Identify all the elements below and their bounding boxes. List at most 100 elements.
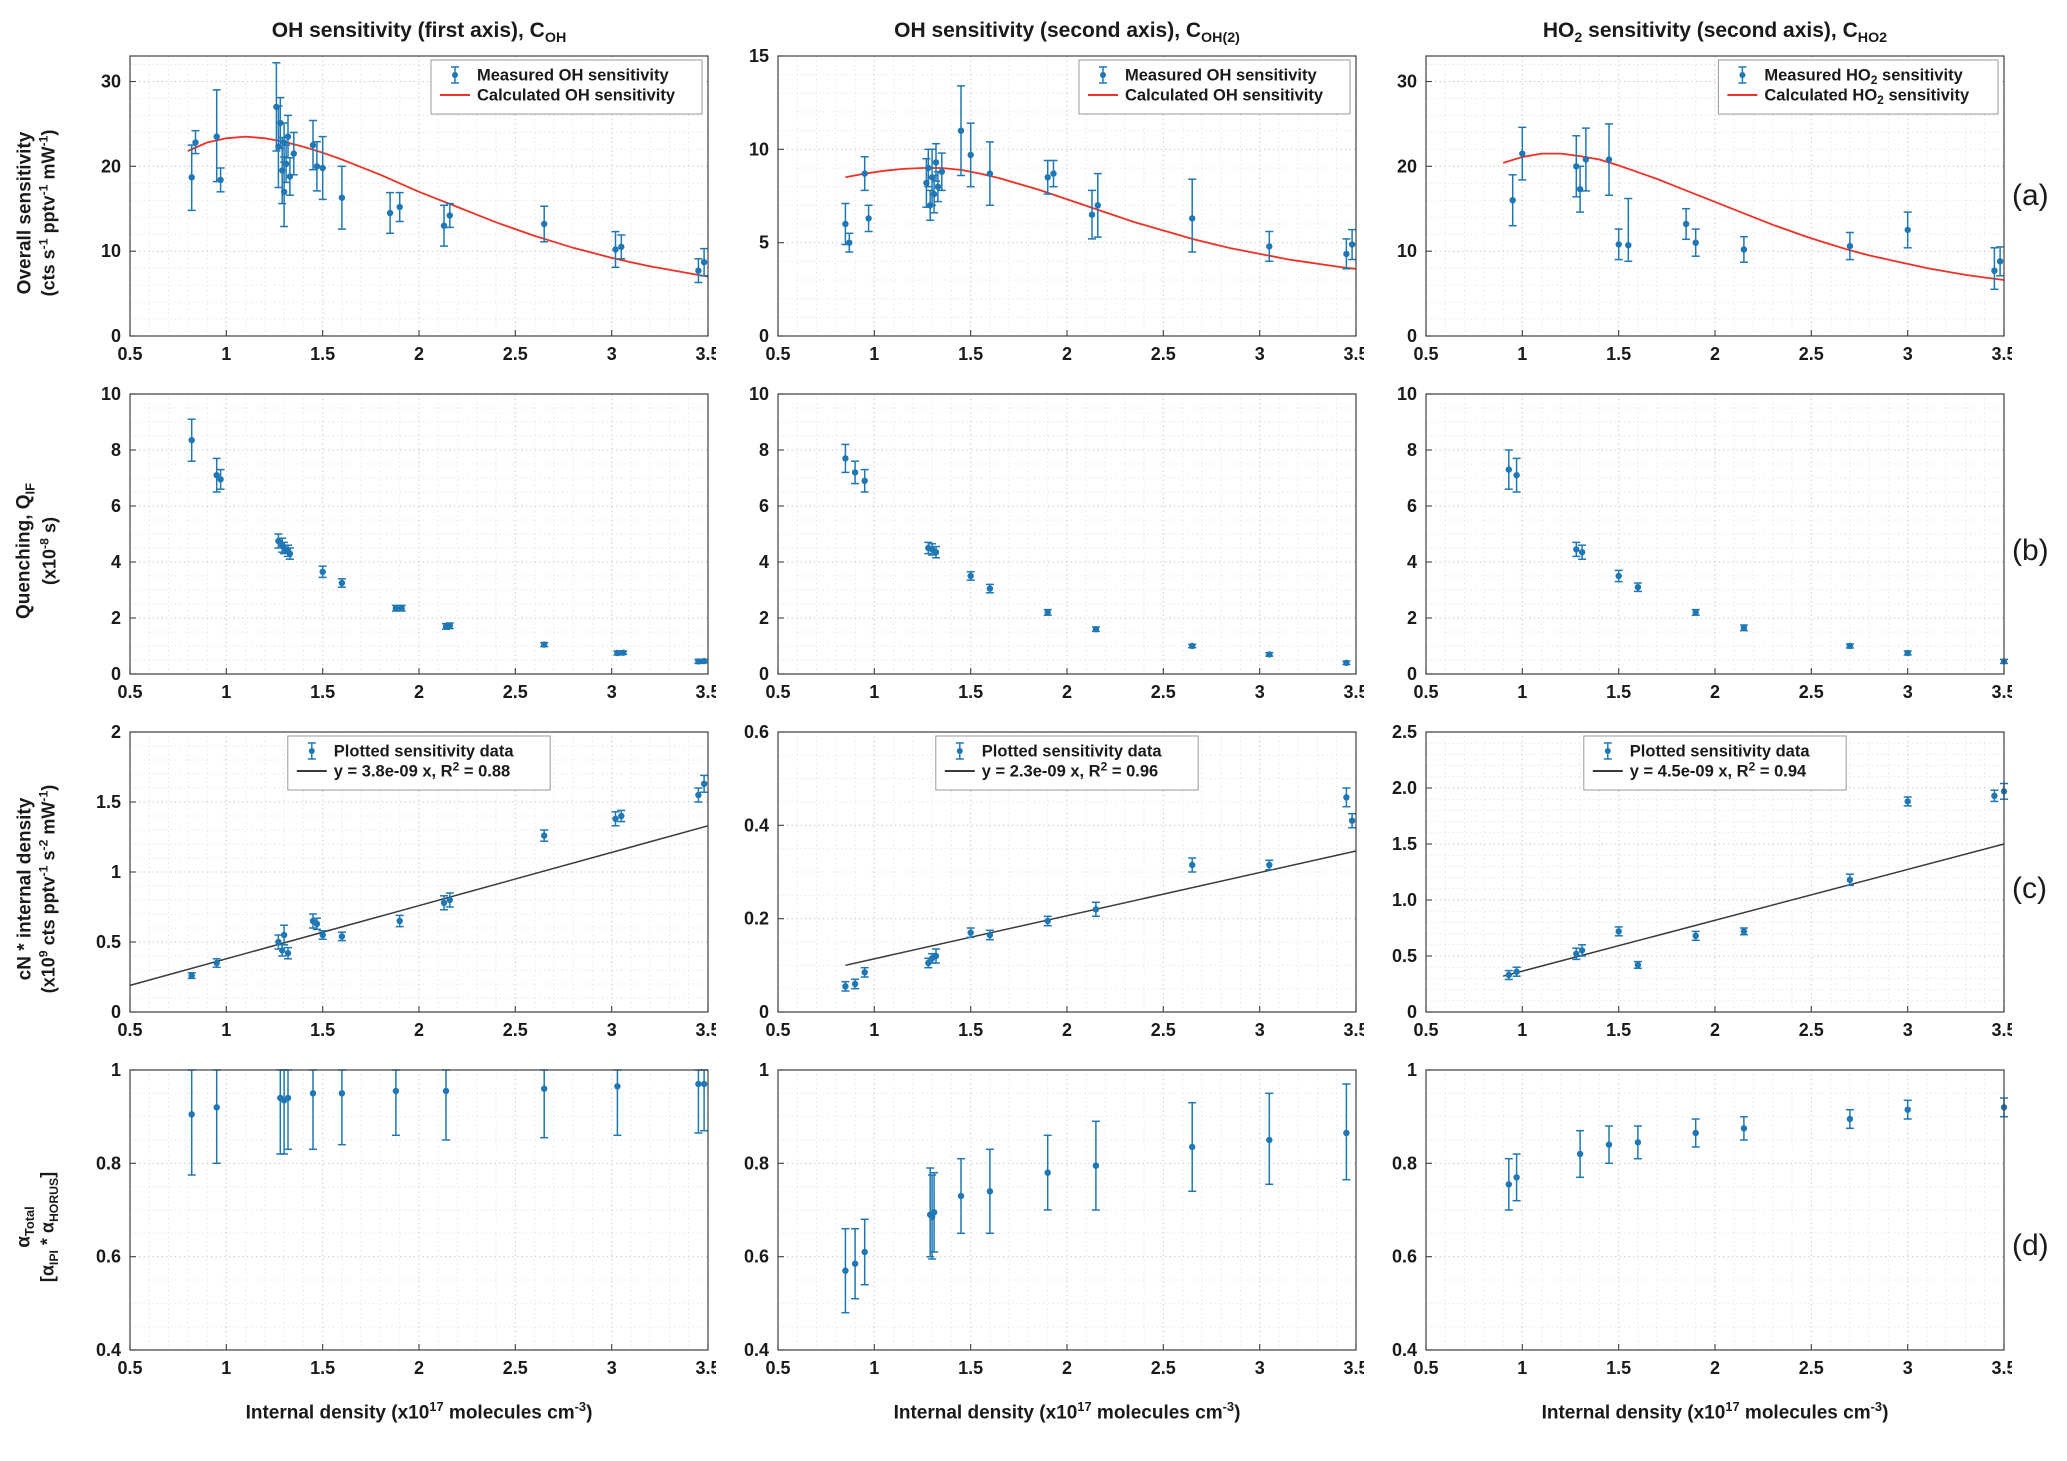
svg-text:0: 0 <box>759 664 769 684</box>
panel-d1: 0.5 1 1.5 2 2.5 3 3.5 0.4 0.6 0.8 1 Internal densi… <box>68 1062 716 1430</box>
svg-text:1.5: 1.5 <box>958 682 983 702</box>
svg-text:3.5: 3.5 <box>1991 1358 2012 1378</box>
svg-text:1: 1 <box>111 1062 121 1080</box>
panel-a3-chart: 0.5 1 1.5 2 2.5 3 3.5 0 10 20 30 Measured HO2 sensi… <box>1397 55 2012 364</box>
y-axis-label-row-a: Overall sensitivity (cts s-1 pptv-1 mW-1… <box>6 14 68 378</box>
svg-text:0: 0 <box>1407 664 1417 684</box>
svg-text:2.5: 2.5 <box>1151 682 1176 702</box>
svg-text:2: 2 <box>1710 1358 1720 1378</box>
svg-text:1.5: 1.5 <box>310 1358 335 1378</box>
svg-text:0.8: 0.8 <box>1392 1153 1417 1173</box>
svg-text:Measured OH sensitivity: Measured OH sensitivity <box>1125 67 1317 85</box>
svg-text:2: 2 <box>1407 608 1417 628</box>
svg-text:0.5: 0.5 <box>117 1358 142 1378</box>
row-label-c: (c) <box>2012 872 2047 905</box>
svg-text:0.8: 0.8 <box>96 1153 121 1173</box>
svg-text:6: 6 <box>759 496 769 516</box>
svg-text:Calculated HO2 sensitivity: Calculated HO2 sensitivity <box>1764 87 1970 108</box>
svg-text:2: 2 <box>1062 1358 1072 1378</box>
x-axis-label-2: Internal density (x1017 molecules cm-3) <box>893 1399 1241 1424</box>
x-axis-label-3: Internal density (x1017 molecules cm-3) <box>1541 1399 1889 1424</box>
svg-text:30: 30 <box>101 72 121 92</box>
svg-text:0.5: 0.5 <box>117 1020 142 1040</box>
svg-text:2: 2 <box>1710 682 1720 702</box>
svg-text:2.5: 2.5 <box>1151 344 1176 364</box>
svg-text:2: 2 <box>111 724 121 742</box>
svg-text:y = 3.8e-09 x, R2 = 0.88: y = 3.8e-09 x, R2 = 0.88 <box>334 760 510 781</box>
y-axis-label-text-a: Overall sensitivity (cts s-1 pptv-1 mW-1… <box>14 129 59 297</box>
svg-text:3.5: 3.5 <box>1991 682 2012 702</box>
svg-text:1: 1 <box>869 682 879 702</box>
y-axis-label-row-d: αTotal [αIPI * αHORUS] <box>6 1062 68 1430</box>
svg-text:2: 2 <box>759 608 769 628</box>
panel-d2-chart: 0.5 1 1.5 2 2.5 3 3.5 0.4 0.6 0.8 1 <box>744 1062 1364 1378</box>
svg-text:2.5: 2.5 <box>503 682 528 702</box>
svg-text:4: 4 <box>1407 552 1417 572</box>
panel-b2: 0.5 1 1.5 2 2.5 3 3.5 0 2 4 6 8 10 <box>716 386 1364 716</box>
svg-text:8: 8 <box>1407 440 1417 460</box>
svg-text:3.5: 3.5 <box>1343 1020 1364 1040</box>
svg-text:30: 30 <box>1397 72 1417 92</box>
svg-text:10: 10 <box>101 386 121 404</box>
row-label-cell-d: (d) <box>2012 1062 2060 1430</box>
svg-text:1: 1 <box>111 862 121 882</box>
svg-text:1.5: 1.5 <box>310 682 335 702</box>
svg-text:1: 1 <box>1517 344 1527 364</box>
y-axis-label-text-b: Quenching, QIF (x10-8 s) <box>13 482 60 620</box>
svg-text:2.5: 2.5 <box>1799 1020 1824 1040</box>
row-label-cell-b: (b) <box>2012 386 2060 716</box>
panel-c2-chart: 0.5 1 1.5 2 2.5 3 3.5 0 0.2 0.4 0.6 Plotted sensiti… <box>744 724 1364 1040</box>
panel-c1: 0.5 1 1.5 2 2.5 3 3.5 0 0.5 1 1.5 2 Plotted sensitiv… <box>68 724 716 1054</box>
svg-text:2: 2 <box>111 608 121 628</box>
svg-text:1: 1 <box>869 344 879 364</box>
panel-d3: 0.5 1 1.5 2 2.5 3 3.5 0.4 0.6 0.8 1 Internal densi… <box>1364 1062 2012 1430</box>
svg-text:1: 1 <box>221 1358 231 1378</box>
svg-text:1.5: 1.5 <box>1392 834 1417 854</box>
svg-text:6: 6 <box>111 496 121 516</box>
svg-text:Calculated OH sensitivity: Calculated OH sensitivity <box>1125 87 1324 105</box>
svg-text:0: 0 <box>759 1002 769 1022</box>
svg-text:1: 1 <box>1517 1358 1527 1378</box>
panel-b3: 0.5 1 1.5 2 2.5 3 3.5 0 2 4 6 8 10 <box>1364 386 2012 716</box>
svg-text:3.5: 3.5 <box>695 682 716 702</box>
svg-text:3: 3 <box>1255 344 1265 364</box>
svg-text:3: 3 <box>1903 1358 1913 1378</box>
svg-text:0.5: 0.5 <box>1413 682 1438 702</box>
svg-text:3: 3 <box>1903 1020 1913 1040</box>
svg-text:3.5: 3.5 <box>1343 344 1364 364</box>
svg-text:3: 3 <box>1255 1020 1265 1040</box>
svg-text:8: 8 <box>111 440 121 460</box>
svg-text:0.5: 0.5 <box>96 932 121 952</box>
panel-d2: 0.5 1 1.5 2 2.5 3 3.5 0.4 0.6 0.8 1 Internal densi… <box>716 1062 1364 1430</box>
svg-text:2: 2 <box>1062 1020 1072 1040</box>
svg-text:2.5: 2.5 <box>1151 1358 1176 1378</box>
svg-text:3.5: 3.5 <box>1991 344 2012 364</box>
panel-a2-chart: 0.5 1 1.5 2 2.5 3 3.5 0 5 10 15 Measured OH sensiti… <box>749 48 1364 364</box>
row-label-a: (a) <box>2012 179 2049 212</box>
svg-text:0.4: 0.4 <box>744 1340 769 1360</box>
svg-text:2.5: 2.5 <box>503 1020 528 1040</box>
svg-text:1.0: 1.0 <box>1392 890 1417 910</box>
svg-text:1.5: 1.5 <box>958 1020 983 1040</box>
panel-c2: 0.5 1 1.5 2 2.5 3 3.5 0 0.2 0.4 0.6 Plotted sensiti… <box>716 724 1364 1054</box>
svg-text:1.5: 1.5 <box>1606 1020 1631 1040</box>
svg-text:1: 1 <box>221 344 231 364</box>
svg-text:y = 2.3e-09 x, R2 = 0.96: y = 2.3e-09 x, R2 = 0.96 <box>982 760 1158 781</box>
svg-text:1.5: 1.5 <box>1606 1358 1631 1378</box>
svg-text:2.5: 2.5 <box>1799 1358 1824 1378</box>
svg-text:0.8: 0.8 <box>744 1153 769 1173</box>
svg-text:0: 0 <box>111 1002 121 1022</box>
svg-text:0.5: 0.5 <box>1392 946 1417 966</box>
svg-text:6: 6 <box>1407 496 1417 516</box>
svg-text:Measured HO2 sensitivity: Measured HO2 sensitivity <box>1764 67 1963 88</box>
svg-text:2.5: 2.5 <box>1392 724 1417 742</box>
svg-text:3.5: 3.5 <box>1991 1020 2012 1040</box>
svg-text:1: 1 <box>221 682 231 702</box>
svg-text:1.5: 1.5 <box>958 1358 983 1378</box>
svg-text:Plotted sensitivity data: Plotted sensitivity data <box>982 743 1163 761</box>
svg-text:0.5: 0.5 <box>765 682 790 702</box>
svg-text:10: 10 <box>1397 386 1417 404</box>
svg-text:1.5: 1.5 <box>1606 682 1631 702</box>
